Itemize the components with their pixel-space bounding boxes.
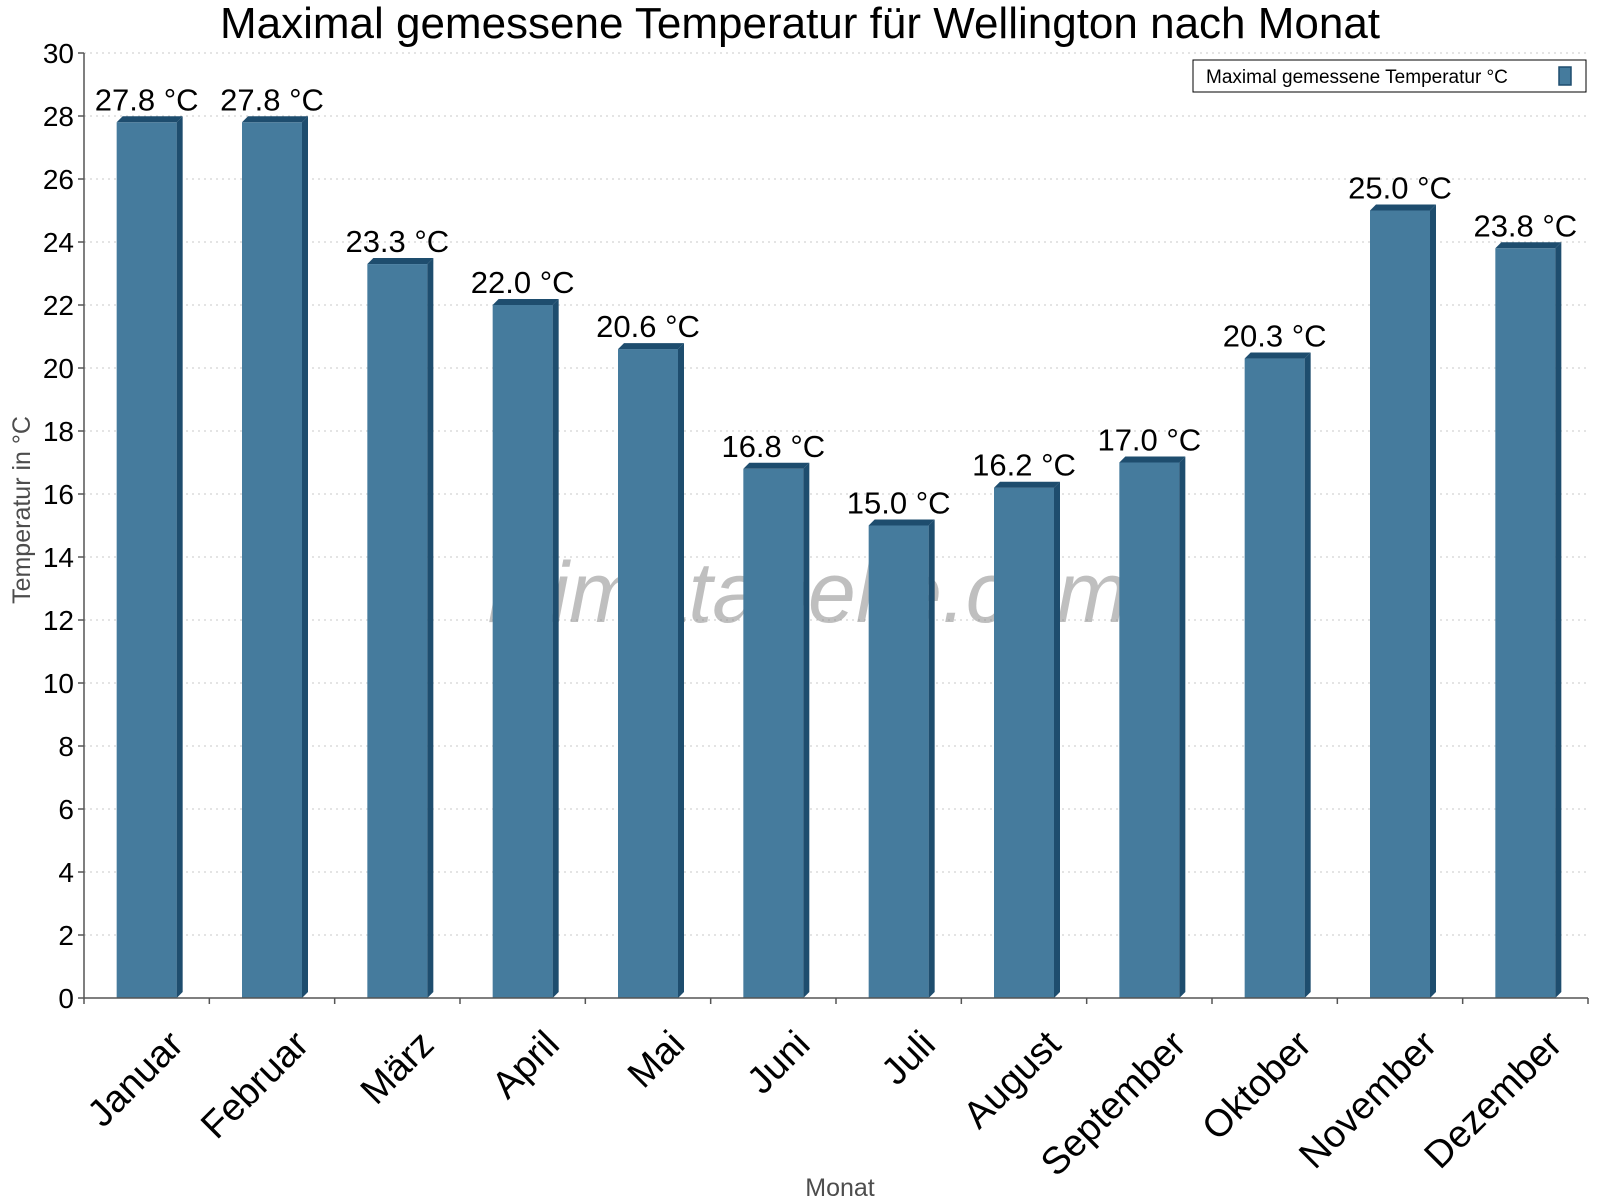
- bar-top: [1495, 242, 1562, 249]
- bar: [868, 519, 935, 998]
- bar-front: [868, 525, 929, 998]
- bar-side: [552, 299, 559, 998]
- bar: [994, 481, 1060, 998]
- y-tick-label: 6: [58, 794, 74, 825]
- y-tick-label: 0: [58, 983, 74, 1014]
- y-tick-label: 8: [58, 731, 74, 762]
- bar-front: [242, 122, 302, 999]
- y-axis-label: Temperatur in °C: [8, 416, 36, 604]
- legend: Maximal gemessene Temperatur °C: [1192, 59, 1587, 93]
- x-tick-labels: Januar Februar März April Mai Juni Juli AugustS…: [80, 1023, 1571, 1184]
- x-tick-label: Februar: [193, 1023, 317, 1147]
- y-tick-label: 16: [43, 479, 74, 510]
- data-label: 16.8 °C: [721, 429, 825, 464]
- x-tick-label: Juni: [739, 1023, 818, 1102]
- bar-top: [1370, 204, 1436, 211]
- bar-front: [994, 487, 1054, 998]
- bar-top: [116, 116, 183, 123]
- data-label: 25.0 °C: [1348, 171, 1452, 206]
- bar: [1495, 242, 1562, 999]
- bar-top: [994, 481, 1060, 488]
- bar-top: [367, 258, 434, 265]
- legend-box: [1192, 59, 1587, 93]
- y-tick-label: 26: [43, 164, 74, 195]
- bar-side: [1179, 456, 1186, 998]
- chart-title: Maximal gemessene Temperatur für Welling…: [220, 0, 1380, 48]
- y-tick-label: 30: [43, 38, 74, 69]
- bar: [618, 343, 684, 999]
- data-label: 27.8 °C: [95, 82, 199, 117]
- x-tick-label: April: [484, 1023, 567, 1106]
- bar-front: [116, 122, 177, 999]
- bar: [743, 462, 810, 998]
- bar: [367, 258, 434, 998]
- bar-front: [492, 305, 553, 998]
- y-tick-label: 20: [43, 353, 74, 384]
- bar-side: [678, 343, 684, 999]
- y-tick-label: 2: [58, 920, 74, 951]
- bars-group: [116, 116, 1562, 999]
- legend-label: Maximal gemessene Temperatur °C: [1206, 67, 1508, 88]
- x-tick-label: August: [956, 1023, 1070, 1137]
- data-label: 22.0 °C: [471, 265, 575, 300]
- bar-front: [618, 349, 678, 999]
- data-label: 20.6 °C: [596, 309, 700, 344]
- x-tick-label: Mai: [620, 1023, 693, 1096]
- y-tick-label: 14: [43, 542, 74, 573]
- bar-side: [803, 462, 810, 998]
- y-tick-label: 12: [43, 605, 74, 636]
- bar-top: [1119, 456, 1186, 463]
- data-label: 23.8 °C: [1473, 208, 1577, 243]
- bar-side: [928, 519, 935, 998]
- bar-front: [1495, 248, 1556, 999]
- bar-side: [176, 116, 183, 999]
- bar-top: [618, 343, 684, 350]
- y-tick-label: 18: [43, 416, 74, 447]
- data-labels: 27.8 °C 27.8 °C 23.3 °C 22.0 °C 20.6 °C 16.8 …: [95, 82, 1577, 520]
- bar-top: [492, 299, 559, 305]
- bar-side: [1054, 481, 1060, 998]
- bar: [242, 116, 308, 999]
- data-label: 17.0 °C: [1097, 423, 1201, 458]
- axes: [83, 53, 1589, 1004]
- bar: [1244, 352, 1311, 998]
- y-tick-label: 10: [43, 668, 74, 699]
- y-tick-label: 24: [43, 227, 74, 258]
- data-label: 27.8 °C: [220, 82, 324, 117]
- data-label: 23.3 °C: [345, 224, 449, 259]
- bar: [1119, 456, 1186, 998]
- y-tick-label: 28: [43, 101, 74, 132]
- bar-side: [427, 258, 434, 998]
- data-label: 16.2 °C: [972, 448, 1076, 483]
- bar-top: [743, 462, 810, 469]
- data-label: 20.3 °C: [1223, 319, 1327, 354]
- bar-front: [367, 264, 428, 998]
- bar: [492, 299, 559, 998]
- legend-swatch: [1558, 66, 1572, 86]
- bar: [116, 116, 183, 999]
- bar-side: [1555, 242, 1562, 999]
- x-tick-label: Juli: [874, 1023, 944, 1093]
- bar-front: [1244, 358, 1305, 998]
- bar-side: [1304, 352, 1311, 998]
- bar: [1370, 204, 1436, 998]
- y-tick-label: 4: [58, 857, 74, 888]
- x-tick-label: Oktober: [1194, 1023, 1320, 1149]
- bar-top: [868, 519, 935, 526]
- bar-top: [1244, 352, 1311, 359]
- bar-side: [302, 116, 308, 999]
- x-tick-label: Dezember: [1417, 1023, 1571, 1177]
- bar-front: [743, 468, 804, 998]
- y-tick-label: 22: [43, 290, 74, 321]
- x-axis-label: Monat: [805, 1174, 875, 1200]
- x-tick-label: März: [353, 1023, 442, 1112]
- data-label: 15.0 °C: [847, 486, 951, 521]
- bar-top: [242, 116, 308, 123]
- bar-side: [1430, 204, 1436, 998]
- bar-front: [1370, 210, 1430, 998]
- bar-front: [1119, 462, 1180, 998]
- x-tick-label: Januar: [80, 1023, 192, 1135]
